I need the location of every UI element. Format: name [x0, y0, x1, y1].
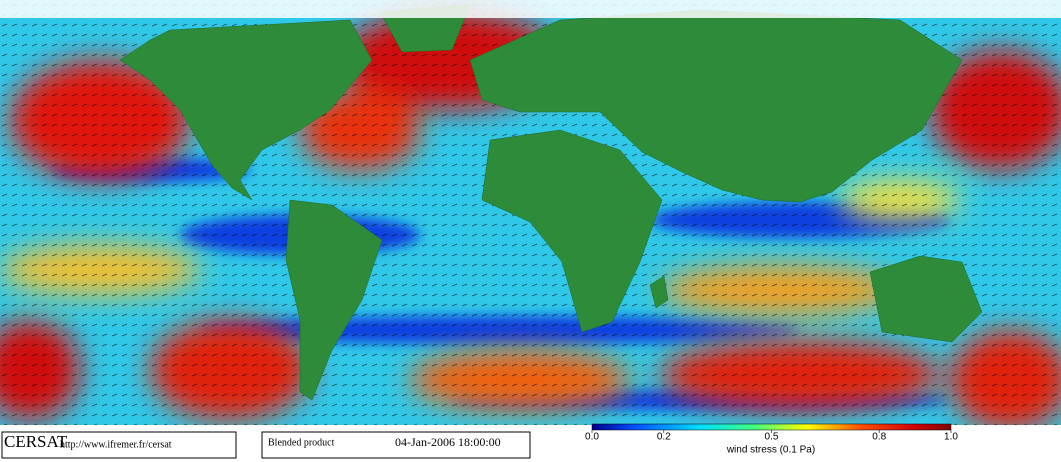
colorbar-tick-label: 0.2 — [657, 432, 671, 443]
datetime: 04-Jan-2006 18:00:00 — [395, 435, 501, 449]
product: Blended product — [268, 437, 335, 448]
colorbar-label: wind stress (0.1 Pa) — [726, 445, 815, 456]
colorbar-tick-label: 1.0 — [944, 432, 958, 443]
colorbar-tick-label: 0.8 — [872, 432, 886, 443]
land — [119, 4, 983, 401]
url: http://www.ifremer.fr/cersat — [60, 439, 172, 450]
info-box — [261, 431, 531, 459]
logo: CERSAT — [4, 432, 68, 451]
colorbar-tick-label: 0.0 — [585, 432, 599, 443]
colorbar — [591, 423, 952, 431]
colorbar-tick-label: 0.5 — [765, 432, 779, 443]
logo-box — [1, 431, 237, 459]
ice — [0, 0, 1061, 18]
